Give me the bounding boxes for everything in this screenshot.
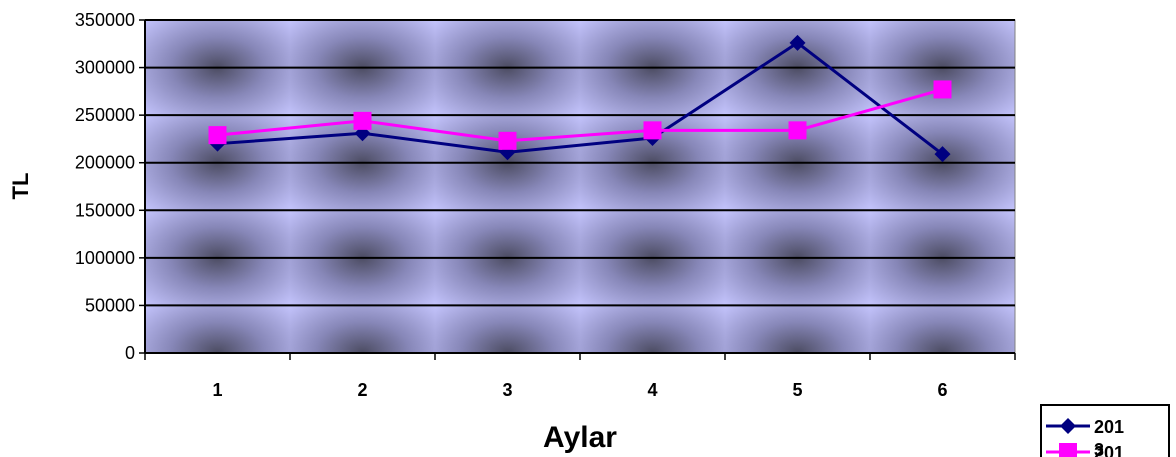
x-tick-label: 6 [937, 380, 947, 400]
y-tick-label: 50000 [85, 295, 135, 315]
y-tick-label: 0 [125, 343, 135, 363]
data-point [788, 121, 807, 140]
data-point [643, 121, 662, 140]
data-point [353, 111, 372, 130]
x-axis-ticks: 1 2 3 4 5 6 [144, 353, 1016, 400]
legend-label: 201 [1094, 417, 1124, 437]
y-tick-label: 100000 [75, 248, 135, 268]
series-line [217, 88, 943, 143]
x-tick-label: 4 [647, 380, 657, 400]
data-point [789, 34, 806, 51]
data-point [933, 80, 952, 99]
x-tick-label: 3 [502, 380, 512, 400]
x-tick-label: 2 [357, 380, 367, 400]
y-tick-label: 250000 [75, 105, 135, 125]
legend-label: 201 [1094, 443, 1124, 457]
x-tick-label: 5 [792, 380, 802, 400]
y-tick-label: 150000 [75, 200, 135, 220]
data-point [208, 126, 227, 145]
x-tick-label: 1 [212, 380, 222, 400]
plot-area [144, 19, 1016, 354]
y-tick-label: 300000 [75, 58, 135, 78]
data-point [934, 146, 951, 163]
y-tick-label: 350000 [75, 10, 135, 30]
series-2 [208, 80, 952, 150]
y-axis-title: TL [8, 173, 33, 200]
y-axis-ticks: 0 50000 100000 150000 200000 250000 300000 3500… [75, 10, 145, 363]
legend-label: 3 [1094, 440, 1104, 457]
gridlines [145, 19, 1015, 307]
x-axis-title: Aylar [543, 421, 617, 454]
data-point [498, 131, 517, 150]
legend-marker [1060, 418, 1076, 434]
legend-marker [1059, 443, 1077, 457]
y-tick-label: 200000 [75, 153, 135, 173]
series-layer [208, 34, 952, 163]
series-line [217, 40, 944, 156]
